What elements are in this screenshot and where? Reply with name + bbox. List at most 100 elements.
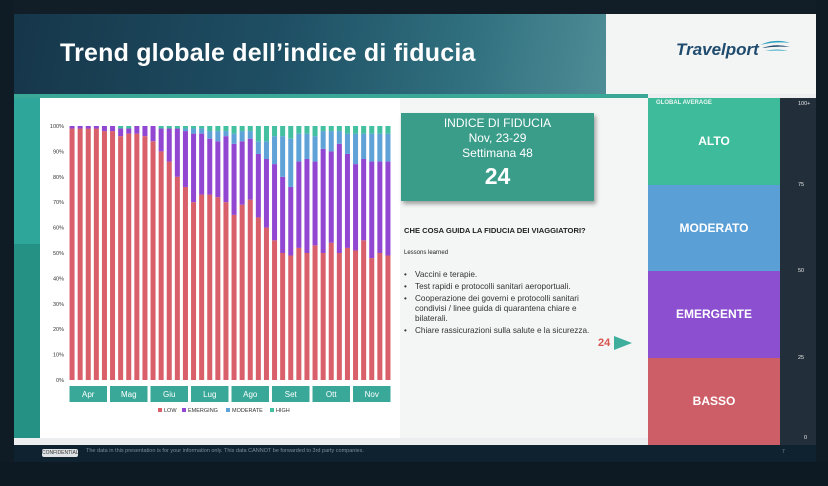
index-heading: INDICE DI FIDUCIA (443, 116, 552, 130)
left-accent-strip-lower (14, 244, 40, 438)
bar-segment-low (134, 133, 140, 380)
month-label-box (150, 386, 188, 402)
gauge-tick: 75 (798, 182, 805, 188)
bar-segment-high (255, 126, 261, 142)
bar-segment-high (247, 126, 253, 132)
bar-segment-low (377, 253, 383, 380)
y-tick-label: 60% (53, 226, 64, 232)
bar-segment-emerging (182, 131, 188, 187)
bar-segment-moderate (239, 131, 245, 142)
bar-segment-emerging (377, 161, 383, 253)
confidence-trend-chart: 0% 10% 20% 30% 40% 50% 60% 70% 80% 90% 100% Apr Mag G… (50, 124, 391, 414)
bar-segment-high (207, 126, 213, 132)
bar-segment-high (174, 126, 180, 129)
bar-segment-low (312, 245, 318, 380)
bar-segment-low (255, 217, 261, 380)
bar-segment-low (263, 227, 269, 380)
y-tick-label: 70% (53, 200, 64, 206)
gauge-heading: GLOBAL AVERAGE (656, 100, 712, 106)
y-tick-label: 10% (53, 353, 64, 359)
bar-segment-low (199, 194, 205, 380)
bar-segment-emerging (118, 128, 124, 137)
footer-bar: CONFIDENTIAL The data in this presentati… (14, 445, 816, 462)
bar-segment-high (182, 126, 188, 129)
month-label-box (110, 386, 148, 402)
gauge-segment-alto: ALTO (648, 98, 780, 185)
bar-segment-emerging (353, 164, 359, 251)
bar-segment-emerging (304, 159, 310, 253)
y-tick-label: 40% (53, 276, 64, 282)
bar-segment-low (126, 133, 132, 380)
bar-segment-emerging (207, 138, 213, 195)
bar-segment-emerging (110, 126, 116, 132)
bar-segment-emerging (191, 133, 197, 203)
bar-segment-moderate (377, 133, 383, 162)
bar-segment-low (207, 194, 213, 380)
month-label-box (312, 386, 350, 402)
drivers-list: • Vaccini e terapie. • Test rapidi e proto… (404, 270, 594, 338)
bar-segment-high (118, 126, 124, 129)
gauge-marker-value: 24 (598, 337, 611, 349)
bar-segment-low (118, 136, 124, 380)
month-label: Set (285, 390, 298, 399)
list-item: • Chiare rassicurazioni sulla salute e la… (404, 326, 594, 336)
bar-segment-moderate (280, 136, 286, 177)
confidence-index-card: INDICE DI FIDUCIA Nov, 23-29 Settimana 4… (401, 113, 594, 201)
bar-segment-emerging (247, 138, 253, 200)
bar-segment-low (158, 151, 164, 380)
gauge-tick: 25 (798, 355, 805, 361)
bar-segment-emerging (150, 126, 156, 142)
slide-title: Trend globale dell’indice di fiducia (60, 39, 476, 67)
month-label: Giu (163, 390, 175, 399)
bar-segment-moderate (361, 133, 367, 160)
bar-segment-high (231, 126, 237, 134)
gauge-tick: 100+ (798, 101, 811, 107)
bar-segment-low (336, 253, 342, 380)
bar-segment-low (272, 240, 278, 380)
global-average-gauge: ALTO MODERATO EMERGENTE BASSO GLOBAL AVE… (648, 98, 816, 445)
month-label-box (231, 386, 269, 402)
list-item: • Test rapidi e protocolli sanitari aerop… (404, 282, 594, 292)
bar-segment-emerging (288, 186, 294, 256)
bar-segment-low (215, 197, 221, 380)
bar-segment-emerging (101, 126, 107, 132)
bar-segment-low (288, 255, 294, 380)
bar-segment-high (199, 126, 205, 129)
drivers-title: CHE COSA GUIDA LA FIDUCIA DEI VIAGGIATOR… (404, 226, 586, 235)
bar-segment-moderate (336, 131, 342, 144)
footer-disclaimer: The data in this presentation is for you… (86, 448, 364, 454)
month-label: Nov (365, 390, 379, 399)
y-tick-label: 20% (53, 327, 64, 333)
bar-segment-emerging (361, 159, 367, 241)
bar-segment-moderate (312, 136, 318, 162)
bar-segment-low (150, 141, 156, 380)
accent-band (14, 94, 648, 98)
bar-segment-emerging (385, 161, 391, 256)
bar-segment-high (280, 126, 286, 137)
bar-segment-low (328, 242, 334, 380)
list-item-text: Chiare rassicurazioni sulla salute e la … (415, 326, 590, 335)
legend-label-high: HIGH (276, 408, 290, 414)
bar-segment-high (272, 126, 278, 137)
bar-segment-high (126, 126, 132, 129)
bar-segment-high (312, 126, 318, 137)
bar-segment-low (85, 128, 91, 380)
gauge-tick: 0 (804, 435, 808, 441)
bar-segment-emerging (166, 128, 172, 162)
chart-panel: 0% 10% 20% 30% 40% 50% 60% 70% 80% 90% 100% Apr Mag G… (40, 98, 400, 438)
index-value: 24 (484, 163, 511, 189)
bar-segment-low (110, 131, 116, 380)
month-label: Mag (121, 390, 137, 399)
bar-segment-moderate (296, 133, 302, 162)
gauge-scale (780, 98, 816, 445)
bar-segment-high (328, 126, 334, 132)
bar-segment-moderate (191, 128, 197, 134)
bar-segment-emerging (223, 136, 229, 203)
bar-segment-high (377, 126, 383, 134)
bar-segment-moderate (353, 133, 359, 165)
legend-swatch-emerging (182, 408, 186, 412)
travelport-wing-icon (760, 40, 790, 51)
gauge-label-emergente: EMERGENTE (675, 307, 752, 321)
bar-segment-moderate (369, 133, 375, 162)
bar-segment-high (296, 126, 302, 134)
